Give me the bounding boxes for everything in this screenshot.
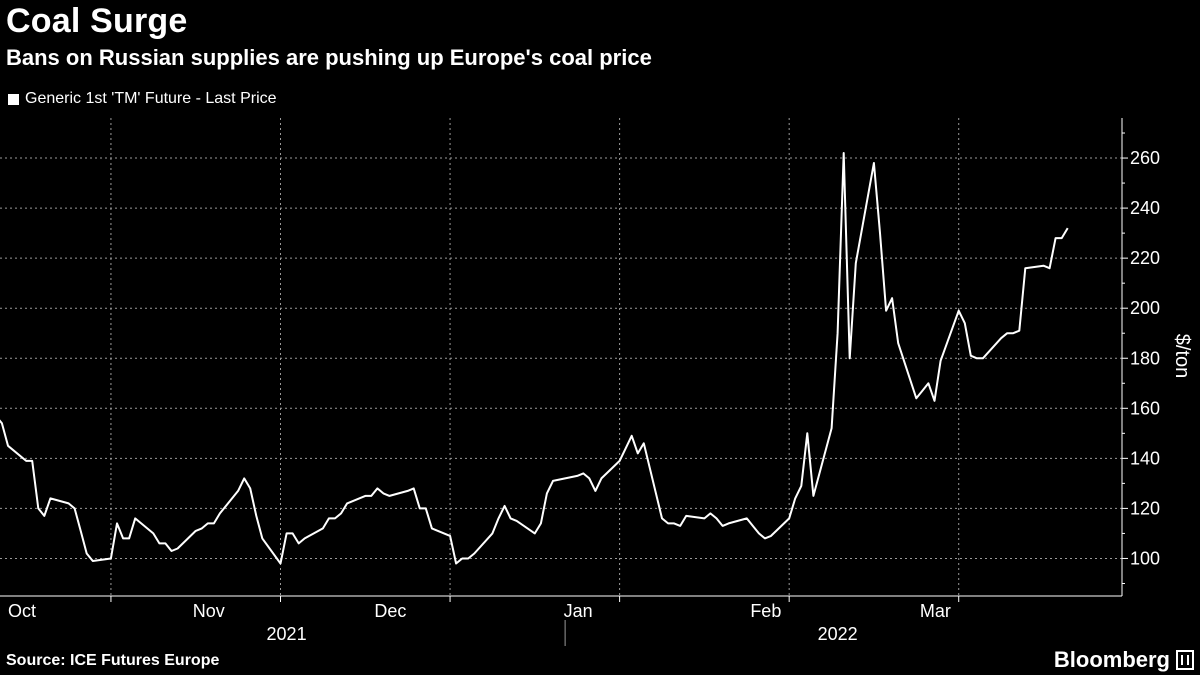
legend-label: Generic 1st 'TM' Future - Last Price [25,90,277,107]
y-axis-ticks: 100 120 140 160 180 200 220 240 260 [1130,148,1160,568]
y-tick-label: 100 [1130,548,1160,568]
chart-title: Coal Surge [6,2,188,40]
x-month-label: Jan [564,601,593,621]
y-axis-label: $/ton [1171,334,1193,378]
y-tick-label: 240 [1130,198,1160,218]
y-tick-label: 220 [1130,248,1160,268]
gridlines [0,118,1122,596]
x-year-label: 2021 [267,624,307,644]
series [0,152,1069,565]
legend-swatch [8,93,19,105]
y-tick-label: 260 [1130,148,1160,168]
chart-subtitle: Bans on Russian supplies are pushing up … [6,45,652,70]
x-month-label: Oct [8,601,36,621]
source-note: Source: ICE Futures Europe [6,652,220,669]
y-tick-label: 200 [1130,298,1160,318]
y-tick-label: 140 [1130,448,1160,468]
x-month-label: Feb [750,601,781,621]
x-month-label: Dec [374,601,406,621]
brand-text: Bloomberg [1053,647,1170,672]
bloomberg-icon [1176,650,1194,670]
x-axis-ticks: Oct Nov Dec Jan Feb Mar 2021 2022 [8,601,951,644]
x-month-label: Nov [193,601,225,621]
x-year-label: 2022 [818,624,858,644]
axes [0,118,1128,646]
bloomberg-logo: Bloomberg [1054,647,1194,673]
price-line [0,152,1069,565]
legend: Generic 1st 'TM' Future - Last Price [8,90,277,108]
y-tick-label: 160 [1130,398,1160,418]
y-tick-label: 120 [1130,498,1160,518]
x-month-label: Mar [920,601,951,621]
y-tick-label: 180 [1130,348,1160,368]
